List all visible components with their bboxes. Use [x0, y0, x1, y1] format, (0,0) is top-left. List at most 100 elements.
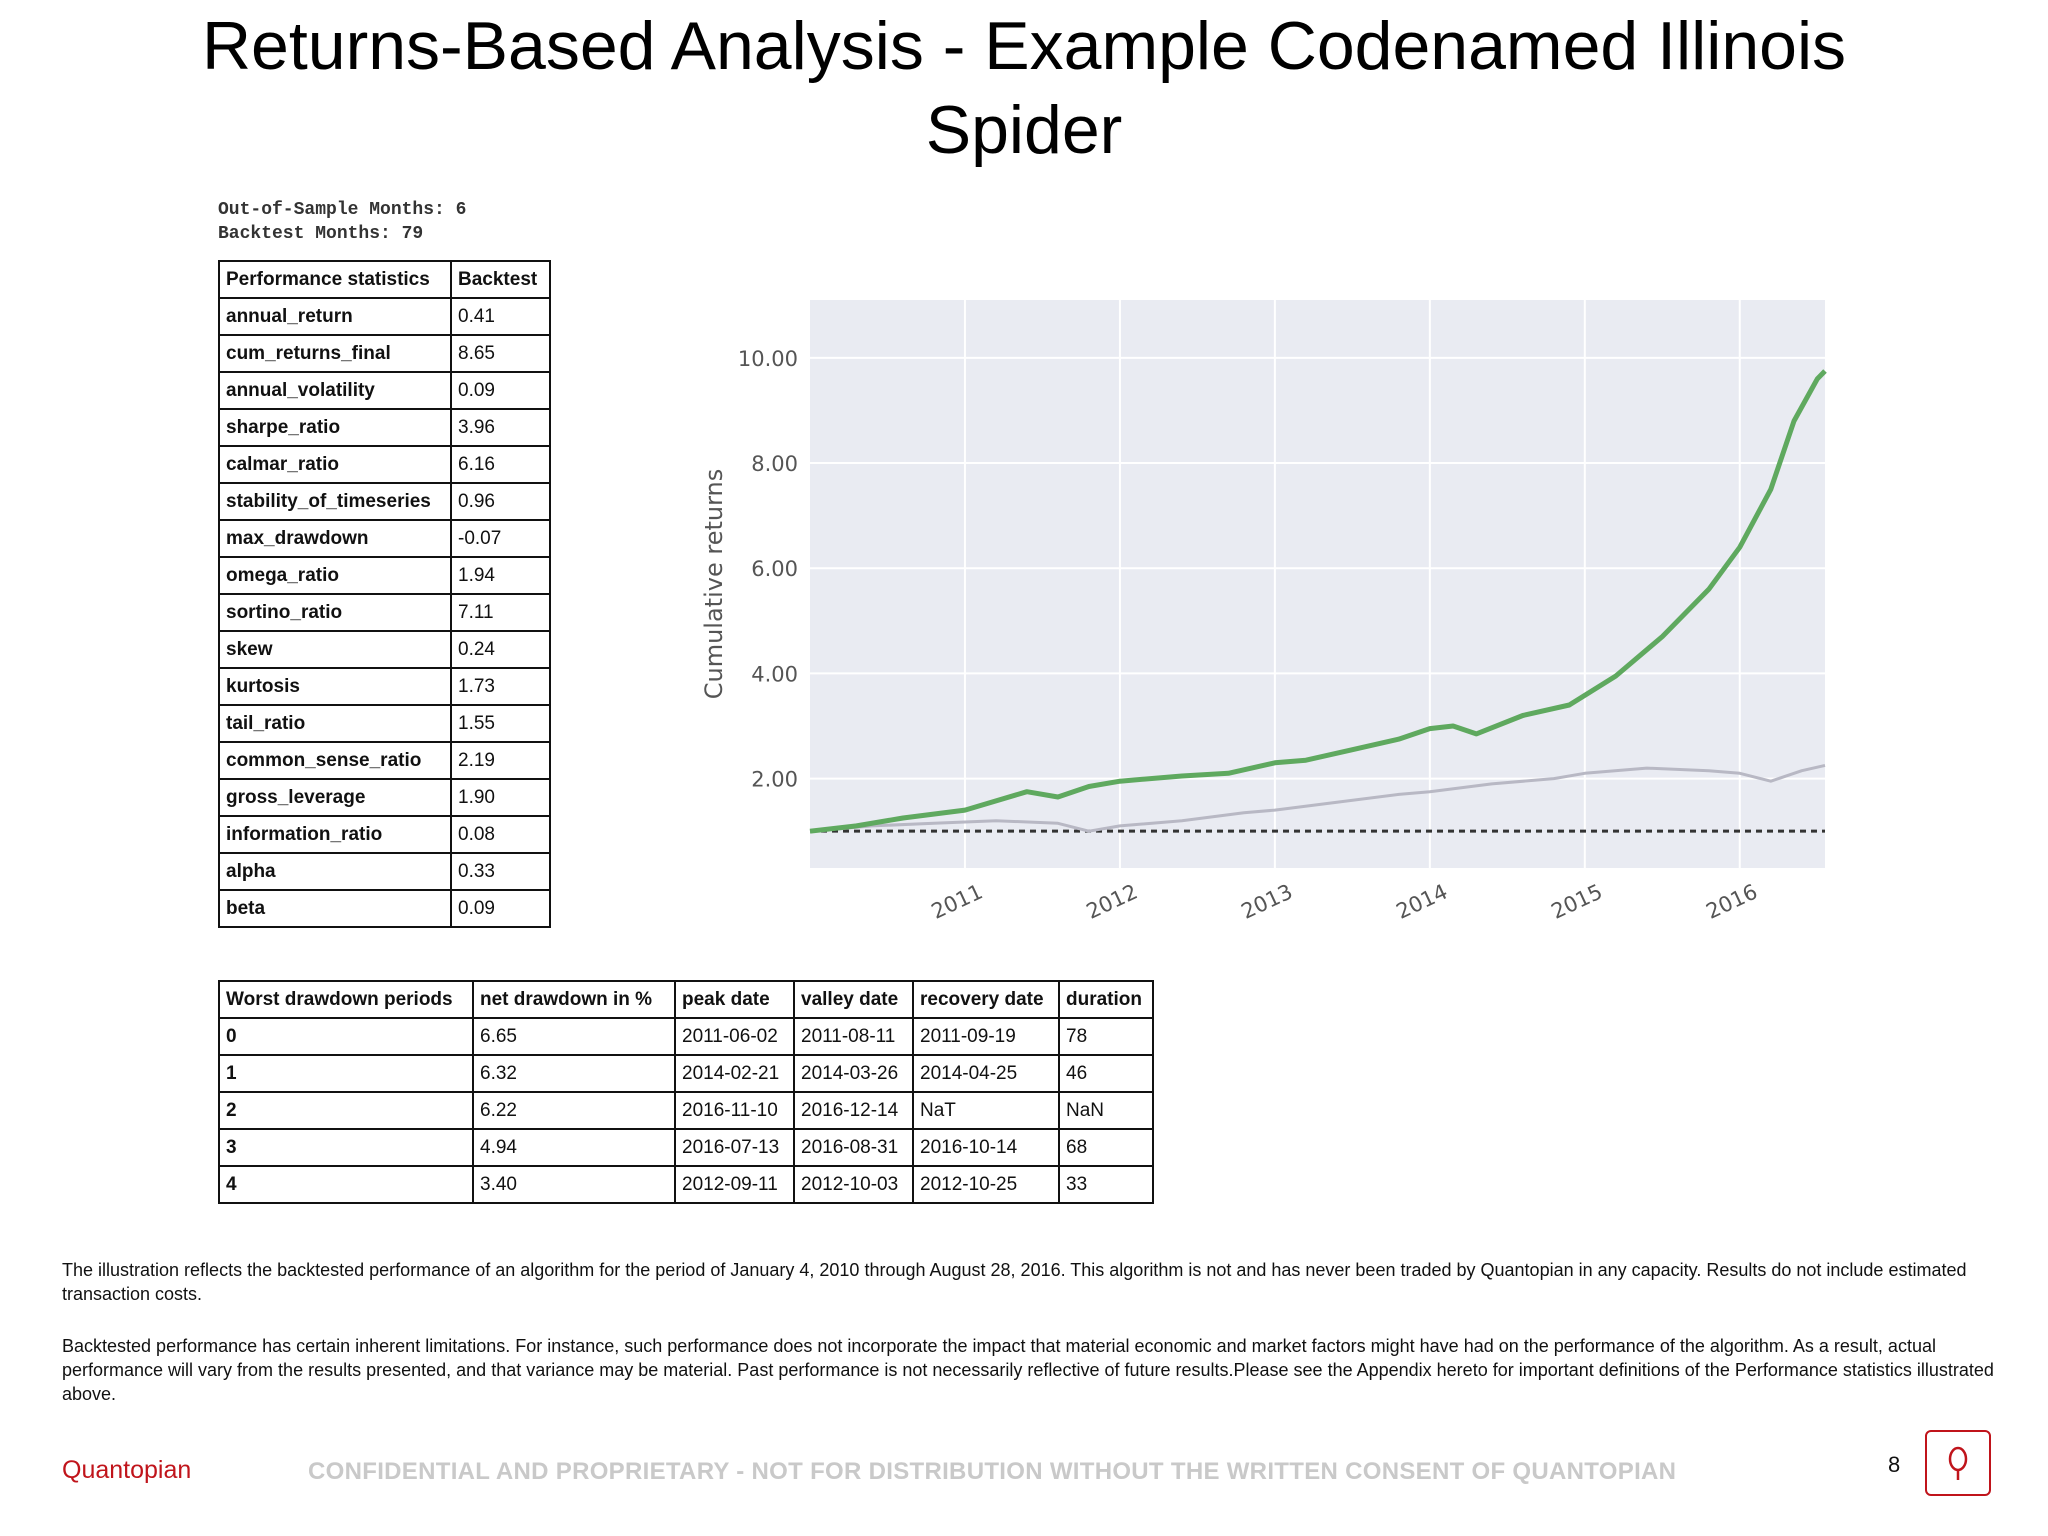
stat-value: 1.55 — [450, 704, 551, 743]
slide-title-line-2: Spider — [925, 92, 1123, 168]
y-tick-label: 6.00 — [751, 557, 798, 581]
column-header: net drawdown in % — [472, 980, 676, 1019]
table-row: max_drawdown -0.07 — [218, 519, 551, 558]
stat-label: tail_ratio — [218, 704, 452, 743]
stat-value: 2.19 — [450, 741, 551, 780]
disclaimer-backtest-period: The illustration reflects the backtested… — [62, 1260, 1967, 1304]
stat-label: sortino_ratio — [218, 593, 452, 632]
stat-value: 0.41 — [450, 297, 551, 336]
table-cell: NaN — [1058, 1091, 1154, 1130]
cumulative-returns-chart: 2.00 4.00 6.00 8.00 10.00 2011 2012 2013 2014 201… — [690, 290, 1830, 950]
table-cell: NaT — [912, 1091, 1060, 1130]
column-header: Performance statistics — [218, 260, 452, 299]
y-axis-label: Cumulative returns — [700, 469, 728, 700]
stat-label: information_ratio — [218, 815, 452, 854]
stat-value: 8.65 — [450, 334, 551, 373]
table-cell: 2011-06-02 — [674, 1017, 795, 1056]
stat-label: alpha — [218, 852, 452, 891]
stat-label: stability_of_timeseries — [218, 482, 452, 521]
x-tick-label: 2014 — [1393, 879, 1452, 923]
x-tick-label: 2015 — [1548, 879, 1607, 923]
table-cell: 2014-03-26 — [793, 1054, 914, 1093]
backtest-meta: Out-of-Sample Months: 6 Backtest Months:… — [218, 198, 466, 246]
table-cell: 6.65 — [472, 1017, 676, 1056]
slide-title-line-1: Returns-Based Analysis - Example Codenam… — [201, 8, 1847, 84]
table-cell: 6.22 — [472, 1091, 676, 1130]
disclaimer-limitations: Backtested performance has certain inher… — [62, 1336, 1994, 1404]
table-cell: 4 — [218, 1165, 474, 1204]
table-cell: 2012-09-11 — [674, 1165, 795, 1204]
table-cell: 2016-12-14 — [793, 1091, 914, 1130]
stat-label: omega_ratio — [218, 556, 452, 595]
footer-confidential-notice: CONFIDENTIAL AND PROPRIETARY - NOT FOR D… — [308, 1458, 1677, 1485]
y-tick-label: 8.00 — [751, 452, 798, 476]
stat-label: annual_volatility — [218, 371, 452, 410]
y-tick-label: 2.00 — [751, 768, 798, 792]
table-row: sortino_ratio 7.11 — [218, 593, 551, 632]
table-cell: 2 — [218, 1091, 474, 1130]
stat-label: common_sense_ratio — [218, 741, 452, 780]
stat-label: max_drawdown — [218, 519, 452, 558]
table-row: alpha 0.33 — [218, 852, 551, 891]
x-tick-label: 2016 — [1703, 879, 1762, 923]
stat-label: kurtosis — [218, 667, 452, 706]
table-cell: 2011-09-19 — [912, 1017, 1060, 1056]
strategy-returns-line — [809, 369, 1827, 834]
table-row: annual_volatility 0.09 — [218, 371, 551, 410]
performance-statistics-table: Performance statistics Backtest annual_r… — [218, 260, 551, 928]
table-row: 0 6.65 2011-06-02 2011-08-11 2011-09-19 78 — [218, 1017, 1154, 1056]
benchmark-returns-line — [809, 763, 1826, 833]
x-tick-label: 2011 — [928, 879, 987, 923]
table-row: 4 3.40 2012-09-11 2012-10-03 2012-10-25 33 — [218, 1165, 1154, 1204]
backtest-months-label: Backtest Months: 79 — [218, 224, 424, 244]
column-header: peak date — [674, 980, 795, 1019]
table-cell: 46 — [1058, 1054, 1154, 1093]
stat-label: cum_returns_final — [218, 334, 452, 373]
quantopian-logo-icon — [1925, 1430, 1991, 1496]
table-row: common_sense_ratio 2.19 — [218, 741, 551, 780]
table-row: stability_of_timeseries 0.96 — [218, 482, 551, 521]
table-cell: 4.94 — [472, 1128, 676, 1167]
stat-label: calmar_ratio — [218, 445, 452, 484]
table-row: annual_return 0.41 — [218, 297, 551, 336]
table-row: tail_ratio 1.55 — [218, 704, 551, 743]
column-header: duration — [1058, 980, 1154, 1019]
table-cell: 0 — [218, 1017, 474, 1056]
table-cell: 2012-10-25 — [912, 1165, 1060, 1204]
stat-label: gross_leverage — [218, 778, 452, 817]
table-row: 1 6.32 2014-02-21 2014-03-26 2014-04-25 46 — [218, 1054, 1154, 1093]
table-cell: 2016-07-13 — [674, 1128, 795, 1167]
footer-brand: Quantopian — [62, 1456, 192, 1484]
stat-value: 0.96 — [450, 482, 551, 521]
table-row: information_ratio 0.08 — [218, 815, 551, 854]
table-cell: 1 — [218, 1054, 474, 1093]
table-cell: 2014-02-21 — [674, 1054, 795, 1093]
x-tick-label: 2012 — [1083, 879, 1142, 923]
stat-value: 6.16 — [450, 445, 551, 484]
stat-value: 3.96 — [450, 408, 551, 447]
stat-value: -0.07 — [450, 519, 551, 558]
chart-svg: 2.00 4.00 6.00 8.00 10.00 2011 2012 2013 2014 201… — [700, 300, 1827, 924]
stat-label: sharpe_ratio — [218, 408, 452, 447]
table-cell: 2012-10-03 — [793, 1165, 914, 1204]
x-tick-label: 2013 — [1238, 879, 1297, 923]
table-cell: 2016-08-31 — [793, 1128, 914, 1167]
column-header: Backtest — [450, 260, 551, 299]
stat-value: 0.24 — [450, 630, 551, 669]
table-header-row: Worst drawdown periods net drawdown in %… — [218, 980, 1154, 1019]
stat-value: 7.11 — [450, 593, 551, 632]
table-cell: 33 — [1058, 1165, 1154, 1204]
stat-value: 0.08 — [450, 815, 551, 854]
table-cell: 2011-08-11 — [793, 1017, 914, 1056]
table-row: kurtosis 1.73 — [218, 667, 551, 706]
plot-area — [810, 300, 1825, 868]
table-cell: 3.40 — [472, 1165, 676, 1204]
column-header: recovery date — [912, 980, 1060, 1019]
column-header: valley date — [793, 980, 914, 1019]
table-cell: 2016-10-14 — [912, 1128, 1060, 1167]
table-row: 2 6.22 2016-11-10 2016-12-14 NaT NaN — [218, 1091, 1154, 1130]
oos-months-label: Out-of-Sample Months: 6 — [218, 200, 467, 220]
stat-value: 1.90 — [450, 778, 551, 817]
stat-label: skew — [218, 630, 452, 669]
table-row: beta 0.09 — [218, 889, 551, 928]
